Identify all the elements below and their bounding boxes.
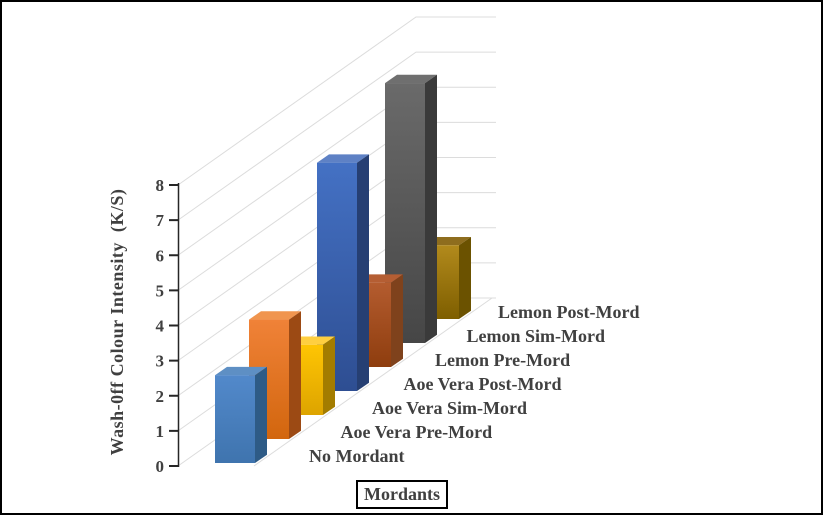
y-tick-label: 3	[156, 352, 165, 371]
y-tick-label: 5	[156, 281, 165, 300]
category-label: No Mordant	[309, 446, 405, 466]
bar-top-face	[385, 74, 437, 84]
y-tick-label: 2	[156, 387, 165, 406]
category-label: Aoe Vera Pre-Mord	[341, 422, 493, 442]
bar-side-face	[459, 236, 471, 319]
bar-no-mordant	[215, 366, 267, 463]
y-tick-label: 1	[156, 422, 165, 441]
bar-side-face	[357, 154, 369, 391]
y-tick-label: 4	[156, 317, 165, 336]
category-label: Lemon Pre-Mord	[435, 350, 570, 370]
y-tick-label: 7	[156, 211, 165, 230]
category-labels: No Mordant Aoe Vera Pre-Mord Aoe Vera Sim-…	[309, 302, 639, 466]
bar-top-face	[215, 366, 267, 376]
category-label: Aoe Vera Sim-Mord	[372, 398, 527, 418]
y-tick-label: 6	[156, 246, 165, 265]
gridline	[177, 51, 496, 221]
y-axis-title: Wash-0ff Colour Intensity (K/S)	[107, 189, 128, 456]
floor-edge	[253, 297, 493, 467]
category-label: Aoe Vera Post-Mord	[404, 374, 562, 394]
bar-front-face	[215, 375, 255, 463]
bar-side-face	[255, 366, 267, 463]
category-label: Lemon Post-Mord	[498, 302, 639, 322]
bar-side-face	[391, 274, 403, 367]
y-tick-label: 0	[156, 457, 165, 476]
y-axis: 0 1 2 3 4 5 6 7 8	[156, 176, 180, 476]
x-axis-title: Mordants	[364, 484, 440, 504]
x-axis-title-box: Mordants	[356, 480, 448, 509]
bar-side-face	[323, 336, 335, 415]
bar-side-face	[289, 311, 301, 439]
bar-top-face	[249, 311, 301, 320]
gridline	[177, 16, 496, 186]
bar-top-face	[317, 154, 369, 163]
bar-side-face	[425, 74, 437, 344]
y-tick-label: 8	[156, 176, 165, 195]
category-label: Lemon Sim-Mord	[467, 326, 606, 346]
bars	[215, 74, 471, 463]
